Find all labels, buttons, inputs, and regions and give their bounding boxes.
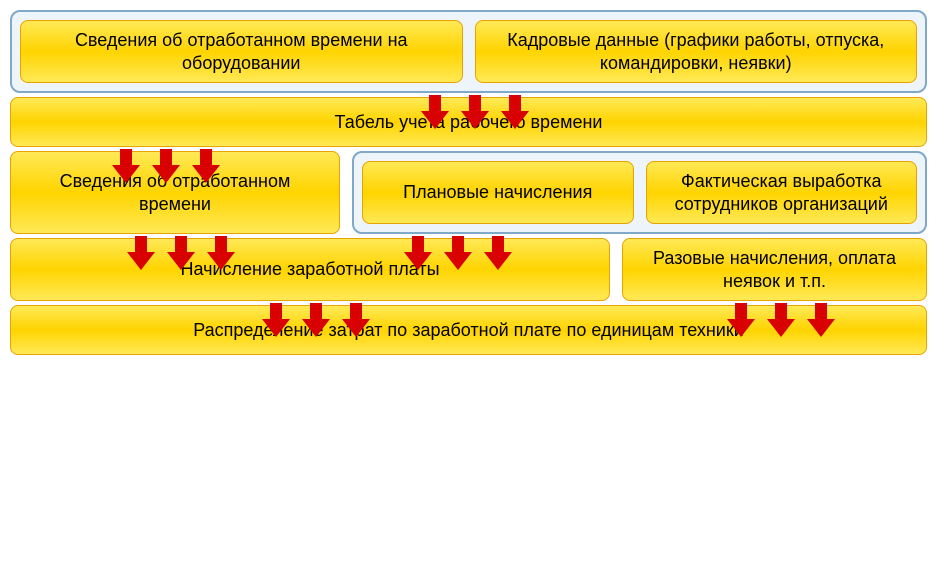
box-top_right: Кадровые данные (графики работы, отпуска…: [475, 20, 918, 83]
box-onetime: Разовые начисления, оплата неявок и т.п.: [622, 238, 927, 301]
box-planned: Плановые начисления: [362, 161, 634, 224]
box-top_left: Сведения об отработанном времени на обор…: [20, 20, 463, 83]
box-worked_time: Сведения об отработанном времени: [10, 151, 340, 234]
box-salary: Начисление заработной платы: [10, 238, 610, 301]
box-actual_output: Фактическая выработка сотрудников органи…: [646, 161, 918, 224]
group-top: Сведения об отработанном времени на обор…: [10, 10, 927, 93]
group-mid: Плановые начисления Фактическая выработк…: [352, 151, 927, 234]
row-3: Сведения об отработанном времени Плановы…: [10, 151, 927, 234]
